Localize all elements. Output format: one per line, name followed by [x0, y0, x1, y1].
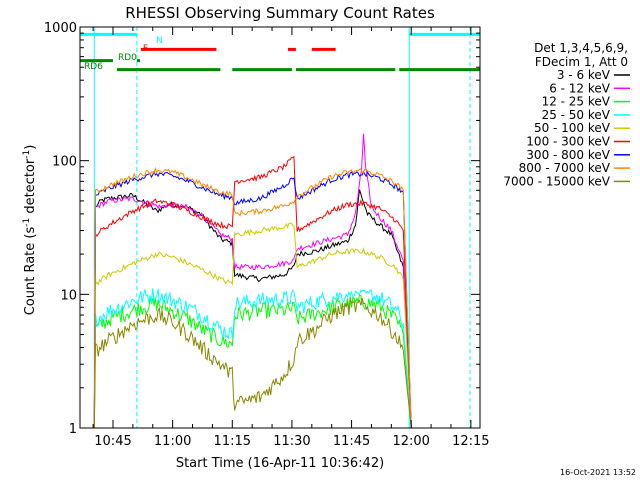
state-bar-label-0: N: [156, 36, 163, 46]
legend-label-7: 800 - 7000 keV: [519, 161, 611, 175]
x-tick-label-2: 11:15: [214, 434, 251, 449]
legend: Det 1,3,4,5,6,9, FDecim 1, Att 0 3 - 6 k…: [503, 41, 630, 188]
state-bar-label-3: RD6: [84, 62, 103, 72]
legend-label-0: 3 - 6 keV: [557, 68, 611, 82]
legend-label-2: 12 - 25 keV: [542, 95, 611, 109]
state-bar-label-2: RD0: [118, 53, 137, 63]
series-line-1: [93, 133, 412, 429]
y-tick-label-2: 100: [52, 155, 77, 170]
y-tick-label-0: 1: [69, 422, 77, 437]
axis-ticks: 10:45 11:00 11:15 11:30 11:45 12:00 12:15 1 10 10…: [44, 21, 490, 449]
plot-frame: [79, 26, 481, 429]
y-axis-label: Count Rate (s-1 detector-1): [22, 145, 38, 316]
x-tick-label-4: 11:45: [333, 434, 370, 449]
x-tick-label-6: 12:15: [452, 434, 489, 449]
series-line-3: [93, 288, 412, 429]
series-line-5: [93, 155, 412, 429]
series-line-8: [93, 297, 412, 429]
y-tick-label-3: 1000: [44, 21, 77, 36]
x-tick-label-5: 12:00: [392, 434, 429, 449]
timestamp: 16-Oct-2021 13:52: [560, 468, 636, 477]
series-line-7: [93, 166, 412, 429]
series-lines: [93, 133, 412, 429]
chart-title: RHESSI Observing Summary Count Rates: [125, 4, 435, 22]
series-line-4: [93, 222, 412, 429]
legend-label-6: 300 - 800 keV: [526, 148, 610, 162]
x-tick-label-1: 11:00: [154, 434, 191, 449]
x-tick-label-3: 11:30: [273, 434, 310, 449]
y-tick-label-1: 10: [60, 288, 77, 303]
legend-label-8: 7000 - 15000 keV: [503, 174, 610, 188]
legend-header-2: FDecim 1, Att 0: [535, 55, 628, 69]
legend-label-5: 100 - 300 keV: [526, 135, 610, 149]
legend-label-1: 6 - 12 keV: [549, 81, 611, 95]
series-line-0: [93, 189, 412, 429]
series-line-6: [93, 170, 412, 429]
legend-label-3: 25 - 50 keV: [542, 108, 611, 122]
legend-label-4: 50 - 100 keV: [534, 121, 611, 135]
x-axis-label: Start Time (16-Apr-11 10:36:42): [176, 456, 384, 471]
state-bar-label-1: F: [143, 44, 148, 54]
x-tick-label-0: 10:45: [94, 434, 131, 449]
state-bars: NF RD0 RD6: [80, 32, 480, 72]
legend-header-1: Det 1,3,4,5,6,9,: [534, 41, 628, 55]
